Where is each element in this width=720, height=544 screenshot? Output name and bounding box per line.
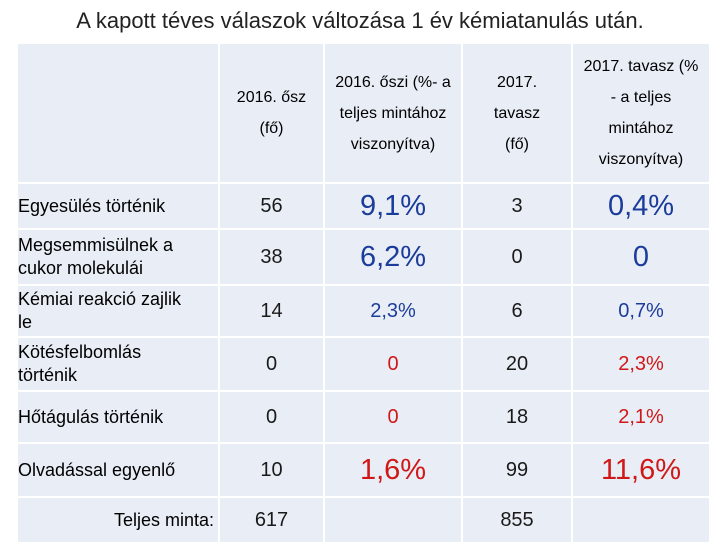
header-line: viszonyítva) [350,135,436,153]
total-2016: 617 [220,498,323,542]
row-label-line: történik [18,365,78,385]
header-line: tavasz [493,104,541,122]
header-line: (fő) [505,135,529,153]
table-row: Olvadással egyenlő 10 1,6% 99 11,6% [18,444,709,496]
row-label: Kémiai reakció zajlik le [18,286,218,336]
cell-2016-pct: 0 [325,338,461,390]
row-label: Hőtágulás történik [18,392,218,442]
cell-2016-fo: 0 [220,338,323,390]
header-row: 2016. ősz (fő) 2016. őszi (%- a teljes m… [18,44,709,182]
cell-2017-pct: 0,7% [573,286,709,336]
cell-2017-pct: 11,6% [573,444,709,496]
cell-2017-fo: 20 [463,338,571,390]
row-label-line: Olvadással egyenlő [18,459,176,480]
header-line: 2016. őszi (%- a [335,73,451,91]
row-label-line: Kötésfelbomlás [18,342,142,362]
cell-2016-pct: 0 [325,392,461,442]
cell-2017-pct: 0 [573,230,709,284]
cell-2016-pct: 1,6% [325,444,461,496]
cell-2017-pct: 0,4% [573,184,709,228]
cell-2016-fo: 56 [220,184,323,228]
empty-cell [325,498,461,542]
cell-2017-fo: 0 [463,230,571,284]
cell-2017-pct: 2,3% [573,338,709,390]
header-line: 2017. [496,73,538,91]
row-label-line: Kémiai reakció zajlik [18,289,182,309]
table-row: Megsemmisülnek a cukor molekulái 38 6,2%… [18,230,709,284]
results-table: 2016. ősz (fő) 2016. őszi (%- a teljes m… [16,42,711,544]
header-2017-tavasz-fo: 2017. tavasz (fő) [463,44,571,182]
row-label-line: Megsemmisülnek a [18,235,174,255]
table-row: Hőtágulás történik 0 0 18 2,1% [18,392,709,442]
header-line: 2016. ősz [236,89,307,106]
cell-2016-fo: 10 [220,444,323,496]
header-2017-tavasz-pct: 2017. tavasz (% - a teljes mintához visz… [573,44,709,182]
empty-cell [573,498,709,542]
totals-label: Teljes minta: [18,498,218,542]
header-line: teljes mintához [339,104,447,122]
row-label-line: Hőtágulás történik [18,406,164,427]
row-label: Olvadással egyenlő [18,444,218,496]
cell-2016-pct: 2,3% [325,286,461,336]
corner-cell [18,44,218,182]
cell-2016-pct: 9,1% [325,184,461,228]
row-label: Kötésfelbomlás történik [18,338,218,390]
header-line: 2017. tavasz (% [583,58,699,75]
header-2016-osz-fo: 2016. ősz (fő) [220,44,323,182]
slide-title: A kapott téves válaszok változása 1 év k… [76,8,644,33]
row-label-line: le [18,312,33,332]
total-2017: 855 [463,498,571,542]
header-line: viszonyítva) [598,151,684,168]
header-2016-osz-pct: 2016. őszi (%- a teljes mintához viszony… [325,44,461,182]
cell-2017-pct: 2,1% [573,392,709,442]
row-label-line: cukor molekulái [18,258,144,278]
cell-2017-fo: 3 [463,184,571,228]
header-line: mintához [608,120,674,137]
cell-2016-fo: 38 [220,230,323,284]
header-line: (fő) [259,120,284,137]
table-row: Egyesülés történik 56 9,1% 3 0,4% [18,184,709,228]
table-row: Kötésfelbomlás történik 0 0 20 2,3% [18,338,709,390]
row-label: Egyesülés történik [18,184,218,228]
row-label-line: Egyesülés történik [18,195,166,216]
cell-2017-fo: 18 [463,392,571,442]
totals-row: Teljes minta: 617 855 [18,498,709,542]
cell-2016-fo: 14 [220,286,323,336]
header-line: - a teljes [610,89,672,106]
row-label: Megsemmisülnek a cukor molekulái [18,230,218,284]
table-row: Kémiai reakció zajlik le 14 2,3% 6 0,7% [18,286,709,336]
cell-2017-fo: 6 [463,286,571,336]
cell-2016-fo: 0 [220,392,323,442]
cell-2016-pct: 6,2% [325,230,461,284]
cell-2017-fo: 99 [463,444,571,496]
